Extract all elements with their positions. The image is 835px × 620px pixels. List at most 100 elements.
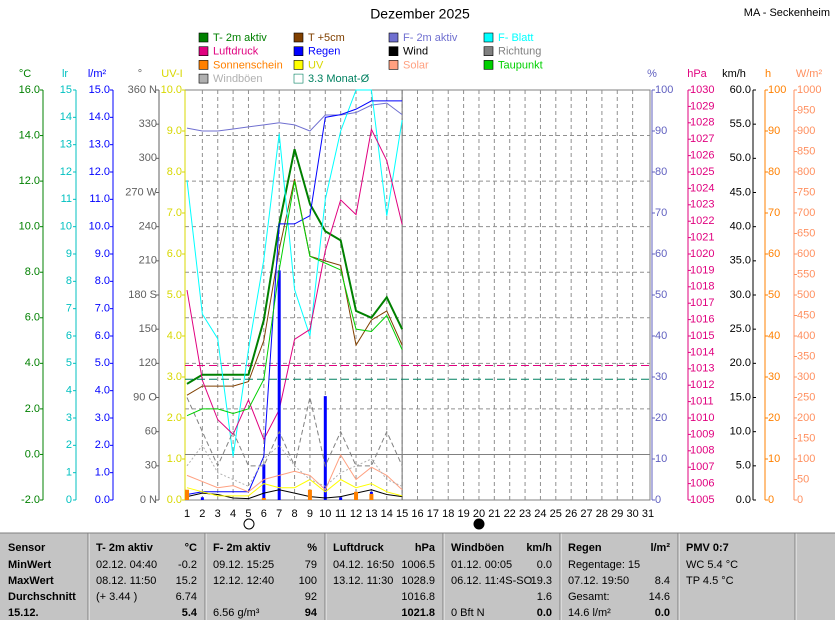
x-tick-label: 1 [184, 508, 190, 520]
legend-label: Regen [308, 46, 340, 58]
cell-text: 02.12. 04:40 [96, 559, 157, 571]
x-tick-label: 9 [307, 508, 313, 520]
legend-label: T- 2m aktiv [213, 32, 267, 44]
bar [354, 491, 359, 500]
axis-unit: lr [62, 68, 68, 80]
cell-text: 0 Bft N [451, 607, 485, 619]
x-tick-label: 24 [534, 508, 546, 520]
series-line [186, 444, 403, 487]
y-tick-label: 20 [768, 412, 780, 424]
y-tick-label: 1011 [690, 396, 714, 408]
cell-value: 19.3 [531, 575, 552, 587]
y-tick-label: 1023 [690, 199, 714, 211]
legend-swatch [198, 32, 209, 43]
legend-label: Taupunkt [498, 59, 543, 71]
y-tick-label: 270 W [125, 186, 157, 198]
bar [307, 489, 312, 500]
x-tick-label: 8 [292, 508, 298, 520]
axis-unit: °C [19, 68, 31, 80]
y-tick-label: 8.0 [95, 275, 110, 287]
y-tick-label: 300 [797, 371, 815, 383]
y-tick-label: 1018 [690, 281, 714, 293]
y-tick-label: 900 [797, 125, 815, 137]
axis-unit: UV-I [161, 68, 182, 80]
y-tick-label: 3.0 [167, 371, 182, 383]
legend-swatch [198, 60, 209, 70]
cell-value: 14.6 [649, 591, 670, 603]
legend-swatch [198, 46, 209, 57]
axis-unit: h [765, 68, 771, 80]
cell-value: 15.2 [176, 575, 197, 587]
cell-value: 1006.5 [401, 559, 435, 571]
y-tick-label: 1013 [690, 363, 714, 375]
y-tick-label: 0.0 [25, 448, 40, 460]
x-tick-label: 10 [319, 508, 331, 520]
y-tick-label: 60.0 [730, 84, 751, 96]
station: MA - Seckenheim [744, 7, 830, 19]
y-tick-label: 1010 [690, 412, 714, 424]
y-tick-label: 120 [139, 357, 157, 369]
y-tick-label: 350 [797, 350, 815, 362]
y-tick-label: 15.0 [89, 84, 110, 96]
cell-text: 6.56 g/m³ [213, 607, 260, 619]
y-tick-label: 1014 [690, 346, 714, 358]
y-tick-label: 2.0 [25, 403, 40, 415]
y-tick-label: 5 [66, 357, 72, 369]
x-tick-label: 6 [261, 508, 267, 520]
table-header: Sensor [8, 542, 46, 554]
cell-value: 1.6 [537, 591, 552, 603]
y-tick-label: 40 [655, 330, 667, 342]
y-tick-label: 1.0 [167, 453, 182, 465]
y-tick-label: 9.0 [95, 248, 110, 260]
cell-text: 14.6 l/m² [568, 607, 611, 619]
y-tick-label: 6.0 [167, 248, 182, 260]
series-line [186, 100, 403, 496]
x-tick-label: 17 [427, 508, 439, 520]
table-unit: % [307, 542, 317, 554]
legend-label: F- 2m aktiv [403, 32, 458, 44]
y-tick-label: 0.0 [167, 494, 182, 506]
y-tick-label: 9.0 [167, 125, 182, 137]
cell-value: 92 [305, 591, 317, 603]
axis-unit: km/h [722, 68, 746, 80]
axis-unit: hPa [687, 68, 707, 80]
y-tick-label: 500 [797, 289, 815, 301]
y-tick-label: 0 [655, 494, 661, 506]
y-tick-label: 1009 [690, 428, 714, 440]
x-tick-label: 29 [611, 508, 623, 520]
cell-value: -0.2 [178, 559, 197, 571]
legend-label: Sonnenschein [213, 59, 283, 71]
legend-swatch [293, 46, 304, 57]
x-tick-label: 15 [396, 508, 408, 520]
legend-label: Wind [403, 46, 428, 58]
y-tick-label: 55.0 [730, 118, 751, 130]
y-tick-label: 3.0 [95, 412, 110, 424]
cell-value: 1028.9 [401, 575, 435, 587]
y-tick-label: 4.0 [167, 330, 182, 342]
y-tick-label: 950 [797, 104, 815, 116]
table-header: Luftdruck [333, 542, 385, 554]
y-tick-label: 30 [145, 460, 157, 472]
table-unit: °C [185, 542, 197, 554]
y-tick-label: 90 [768, 125, 780, 137]
y-tick-label: 650 [797, 227, 815, 239]
y-tick-label: 1024 [690, 182, 714, 194]
y-tick-label: 35.0 [730, 255, 751, 267]
bar [200, 497, 204, 500]
y-tick-label: 16.0 [19, 84, 40, 96]
x-tick-label: 4 [230, 508, 236, 520]
x-tick-label: 18 [442, 508, 454, 520]
y-tick-label: 7 [66, 303, 72, 315]
y-tick-label: 600 [797, 248, 815, 260]
y-tick-label: 0 [66, 494, 72, 506]
legend-label: F- Blatt [498, 32, 533, 44]
y-tick-label: 30 [655, 371, 667, 383]
series-line [186, 127, 403, 441]
cell-value: 1021.8 [401, 607, 435, 619]
y-tick-label: 0 [768, 494, 774, 506]
y-tick-label: 1027 [690, 133, 714, 145]
y-tick-label: 5.0 [95, 357, 110, 369]
cell-value: 100 [299, 575, 317, 587]
legend-swatch [483, 60, 494, 70]
y-tick-label: 0 [797, 494, 803, 506]
